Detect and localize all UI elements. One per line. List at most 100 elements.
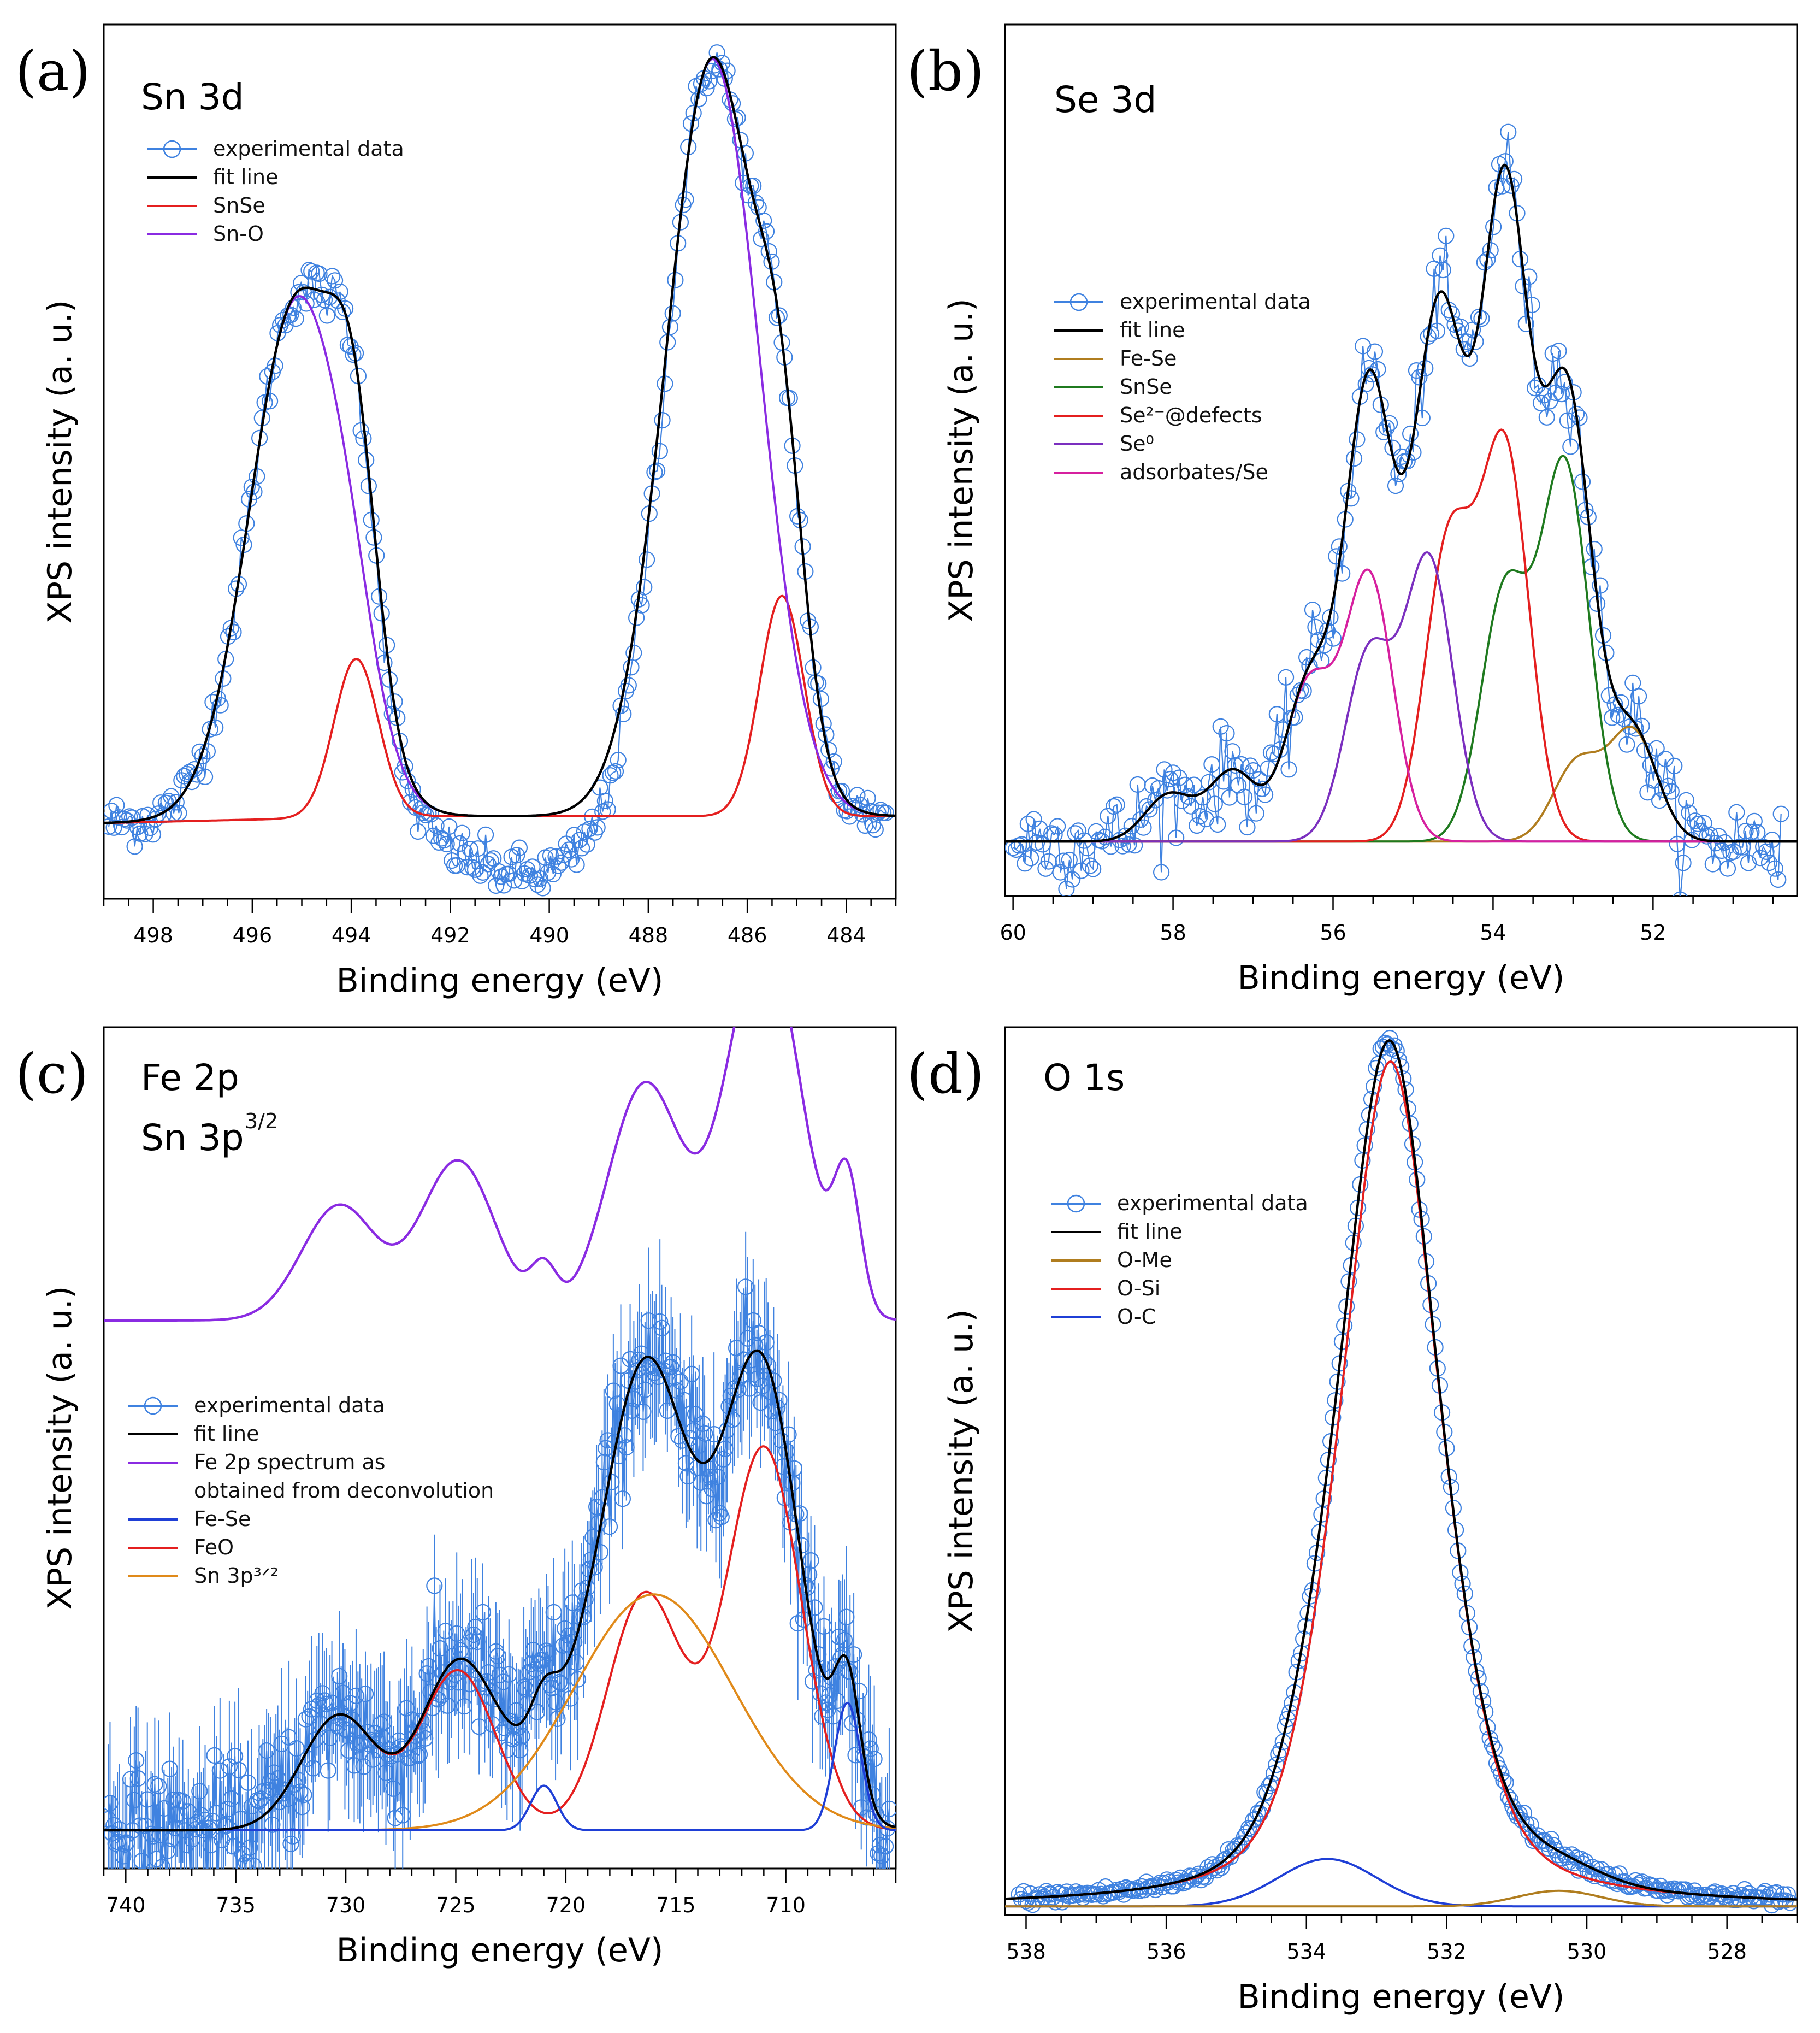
experimental-point [1042, 1886, 1060, 1903]
experimental-point [1687, 812, 1704, 829]
experimental-point [293, 1799, 311, 1816]
experimental-point [601, 1518, 618, 1535]
experimental-point [1106, 798, 1122, 815]
x-tick-label: 740 [106, 1893, 146, 1917]
experimental-point [398, 1700, 415, 1717]
experimental-point [1523, 296, 1540, 314]
legend-label: experimental data [1117, 1191, 1308, 1215]
experimental-point [1055, 852, 1072, 869]
experimental-point [838, 1608, 855, 1625]
experimental-point [411, 1746, 428, 1763]
legend-item: fit line [1054, 318, 1185, 342]
x-tick-label: 530 [1567, 1940, 1607, 1964]
legend-label: SnSe [1120, 375, 1172, 399]
experimental-point [605, 1382, 622, 1399]
experimental-point [677, 191, 694, 208]
fit-line [104, 1349, 896, 1832]
legend-label-line2: obtained from deconvolution [194, 1478, 494, 1502]
experimental-point [352, 422, 369, 439]
legend-item: Sn-O [147, 222, 264, 246]
legend: experimental data fit line Fe 2p spectrum … [128, 1393, 494, 1588]
experimental-point [472, 867, 489, 884]
experimental-point [724, 95, 741, 112]
experimental-point [282, 307, 299, 323]
experimental-point [547, 848, 564, 865]
legend-label: adsorbates/Se [1120, 460, 1268, 484]
experimental-line [1013, 132, 1782, 896]
experimental-point [1538, 409, 1555, 426]
experimental-point [297, 1711, 314, 1728]
experimental-point [1206, 795, 1223, 812]
experimental-point [1734, 839, 1751, 856]
experimental-point [387, 1810, 404, 1826]
fit-line [1005, 1039, 1797, 1901]
experimental-point [836, 1631, 853, 1648]
experimental-point [1165, 764, 1181, 781]
experimental-point [849, 787, 866, 804]
component-curve-snse [1005, 455, 1797, 843]
legend-item: experimental data [1054, 290, 1311, 314]
experimental-point [1550, 343, 1567, 360]
experimental-point [311, 266, 328, 282]
experimental-point [1108, 796, 1125, 813]
experimental-point [598, 1440, 614, 1457]
experimental-point [578, 836, 595, 853]
legend-label: O-Si [1117, 1276, 1160, 1300]
experimental-point [1484, 1736, 1500, 1753]
panel-title: Se 3d [1054, 79, 1156, 121]
experimental-point [1343, 490, 1360, 507]
experimental-point [121, 808, 138, 825]
experimental-point [1402, 425, 1419, 443]
x-tick-label: 496 [233, 923, 273, 947]
experimental-point [230, 1761, 247, 1778]
experimental-point [745, 178, 762, 195]
experimental-point [592, 1543, 609, 1561]
experimental-point [758, 1334, 775, 1351]
experimental-point [1388, 1042, 1405, 1059]
experimental-point [1452, 319, 1469, 335]
experimental-point [499, 1741, 516, 1758]
experimental-point [249, 468, 265, 485]
experimental-point [1728, 804, 1745, 821]
experimental-point [282, 1835, 299, 1852]
experimental-point [482, 852, 499, 869]
experimental-point [1595, 1870, 1612, 1887]
experimental-point [812, 691, 830, 708]
experimental-point [614, 1490, 631, 1507]
experimental-point [677, 1455, 695, 1472]
experimental-point [1770, 871, 1787, 888]
experimental-point [219, 1801, 236, 1818]
experimental-point [523, 1655, 540, 1672]
experimental-point [816, 1618, 832, 1635]
experimental-point [550, 857, 567, 874]
panel-label: (b) [907, 39, 984, 103]
experimental-point [1095, 1888, 1112, 1905]
experimental-point [871, 1837, 889, 1854]
experimental-point [1120, 836, 1137, 853]
legend: experimental data fit line SnSe Sn-O [147, 137, 404, 246]
experimental-point [1150, 780, 1167, 797]
experimental-point [477, 826, 494, 843]
experimental-point [215, 1817, 232, 1834]
x-tick-label: 534 [1287, 1940, 1327, 1964]
experimental-point [1334, 565, 1351, 582]
experimental-point [791, 1505, 808, 1522]
experimental-point [425, 827, 442, 845]
experimental-point [679, 1468, 696, 1485]
experimental-point [410, 823, 427, 840]
experimental-point [150, 1778, 167, 1795]
experimental-point [182, 1874, 198, 1889]
experimental-point [462, 840, 478, 858]
experimental-point [1434, 262, 1451, 279]
experimental-point [615, 705, 632, 722]
experimental-point [1675, 855, 1692, 871]
experimental-point [500, 1666, 517, 1683]
experimental-point [168, 794, 185, 811]
experimental-point [364, 1751, 381, 1768]
experimental-point [755, 212, 772, 229]
experimental-point [599, 1432, 616, 1449]
plot-area [1005, 1029, 1797, 1914]
experimental-point [545, 865, 562, 882]
experimental-point [1270, 1746, 1287, 1763]
